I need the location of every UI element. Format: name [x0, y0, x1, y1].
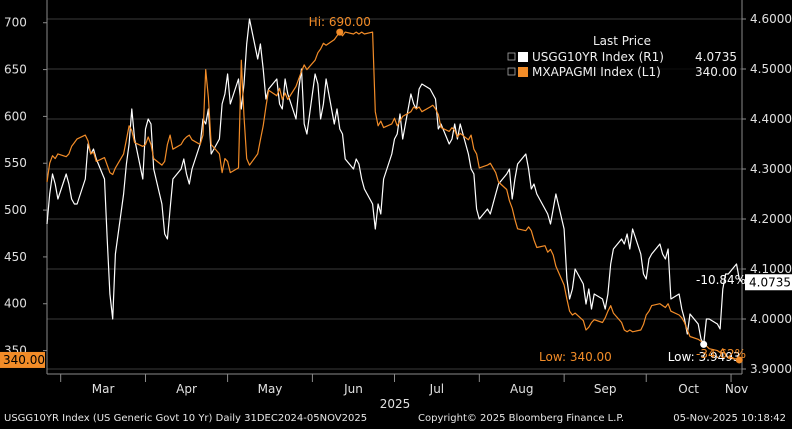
- left-tick-label: 700: [4, 16, 27, 30]
- right-tick-label: 4.6000: [750, 12, 792, 26]
- legend-background: [505, 30, 740, 80]
- right-axis-ticks: 3.9000 4.0000 4.1000 4.2000 4.3000 4.4000 4.50…: [742, 12, 792, 376]
- x-tick-label: Nov: [725, 382, 748, 396]
- low-white-label: Low: 3.9493: [668, 350, 741, 364]
- last-value-left-label: 340.00: [3, 353, 45, 367]
- x-tick-label: Apr: [176, 382, 197, 396]
- left-tick-label: 650: [4, 63, 27, 77]
- footer: USGG10YR Index (US Generic Govt 10 Yr) D…: [0, 410, 792, 429]
- legend-entry-label: MXAPAGMI Index (L1): [532, 65, 661, 79]
- pct-change-white: -10.84%: [696, 273, 746, 287]
- legend-entry-value: 4.0735: [695, 50, 737, 64]
- right-tick-label: 4.5000: [750, 62, 792, 76]
- footer-copyright: Copyright© 2025 Bloomberg Finance L.P.: [418, 413, 625, 424]
- series-line-mxapagmi: [46, 31, 742, 361]
- last-value-left-tag: [0, 351, 45, 368]
- right-tick-label: 3.9000: [750, 362, 792, 376]
- legend-entry-label: USGG10YR Index (R1): [532, 50, 664, 64]
- hi-label: Hi: 690.00: [309, 15, 371, 29]
- left-tick-label: 600: [4, 109, 27, 123]
- left-tick-label: 400: [4, 297, 27, 311]
- right-tick-label: 4.1000: [750, 262, 792, 276]
- legend-swatch: [518, 67, 528, 77]
- x-tick-label: May: [258, 382, 283, 396]
- legend-entry-value: 340.00: [695, 65, 737, 79]
- last-value-right-label: 4.0735: [749, 275, 791, 289]
- legend-expand-icon: [507, 52, 516, 61]
- x-tick-label: Mar: [92, 382, 115, 396]
- series-line-usgg10yr: [46, 18, 743, 345]
- left-tick-label: 450: [4, 250, 27, 264]
- hi-marker: [336, 28, 344, 36]
- legend: Last Price USGG10YR Index (R1) 4.0735 MXAPA…: [505, 30, 740, 80]
- pct-change-orange: -34.62%: [696, 347, 746, 361]
- footer-security-description: USGG10YR Index (US Generic Govt 10 Yr) D…: [4, 413, 368, 424]
- last-value-right-tag: [745, 274, 792, 291]
- x-tick-label: Sep: [594, 382, 617, 396]
- low-orange-marker: [735, 356, 743, 364]
- legend-expand-icon: [507, 67, 516, 76]
- right-tick-label: 4.4000: [750, 112, 792, 126]
- footer-timestamp: 05-Nov-2025 10:18:42: [673, 413, 786, 424]
- right-tick-label: 4.3000: [750, 162, 792, 176]
- low-orange-label: Low: 340.00: [539, 350, 612, 364]
- x-tick-label: Aug: [510, 382, 533, 396]
- right-tick-label: 4.0000: [750, 312, 792, 326]
- legend-swatch: [518, 52, 528, 62]
- x-axis-ticks: Mar Apr May Jun Jul Aug Sep Oct Nov 2025: [60, 374, 748, 411]
- x-tick-label: Jun: [343, 382, 363, 396]
- low-white-marker: [700, 340, 708, 348]
- annotations-layer: Hi: 690.00 Low: 3.9493 Low: 340.00 -10.84% -…: [0, 15, 792, 368]
- left-tick-label: 500: [4, 203, 27, 217]
- x-tick-label: Jul: [429, 382, 444, 396]
- x-tick-label: Oct: [678, 382, 699, 396]
- legend-title: Last Price: [593, 34, 651, 48]
- x-axis-year-label: 2025: [380, 397, 411, 411]
- right-tick-label: 4.2000: [750, 212, 792, 226]
- series-layer: [46, 18, 743, 361]
- left-tick-label: 550: [4, 156, 27, 170]
